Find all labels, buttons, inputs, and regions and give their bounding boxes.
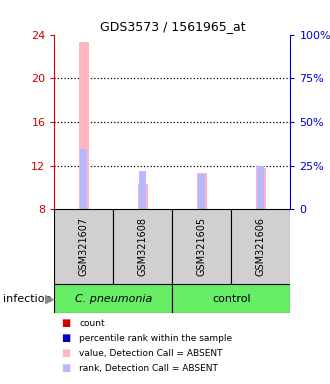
Text: C. pneumonia: C. pneumonia [75,293,152,304]
Text: value, Detection Call = ABSENT: value, Detection Call = ABSENT [79,349,223,358]
Text: ■: ■ [61,348,70,358]
Text: control: control [212,293,251,304]
Text: percentile rank within the sample: percentile rank within the sample [79,334,232,343]
Text: GSM321608: GSM321608 [138,217,148,276]
Text: GSM321607: GSM321607 [79,217,89,276]
Text: ■: ■ [61,363,70,373]
Title: GDS3573 / 1561965_at: GDS3573 / 1561965_at [100,20,245,33]
Text: GSM321606: GSM321606 [256,217,266,276]
Bar [257,166,264,209]
Text: count: count [79,319,105,328]
Text: ■: ■ [61,333,70,343]
Text: GSM321605: GSM321605 [197,217,207,276]
Bar [198,174,206,209]
Bar [79,42,89,209]
Bar [114,209,173,284]
Text: infection: infection [3,293,52,304]
Bar [256,168,266,209]
Bar [139,171,147,209]
Bar [138,184,148,209]
Bar [231,209,290,284]
Bar [54,209,114,284]
Bar [81,149,87,209]
Text: ■: ■ [61,318,70,328]
Bar [54,284,172,313]
Bar [197,173,207,209]
Bar [172,284,290,313]
Text: rank, Detection Call = ABSENT: rank, Detection Call = ABSENT [79,364,218,373]
Bar [172,209,231,284]
Text: ▶: ▶ [45,292,55,305]
